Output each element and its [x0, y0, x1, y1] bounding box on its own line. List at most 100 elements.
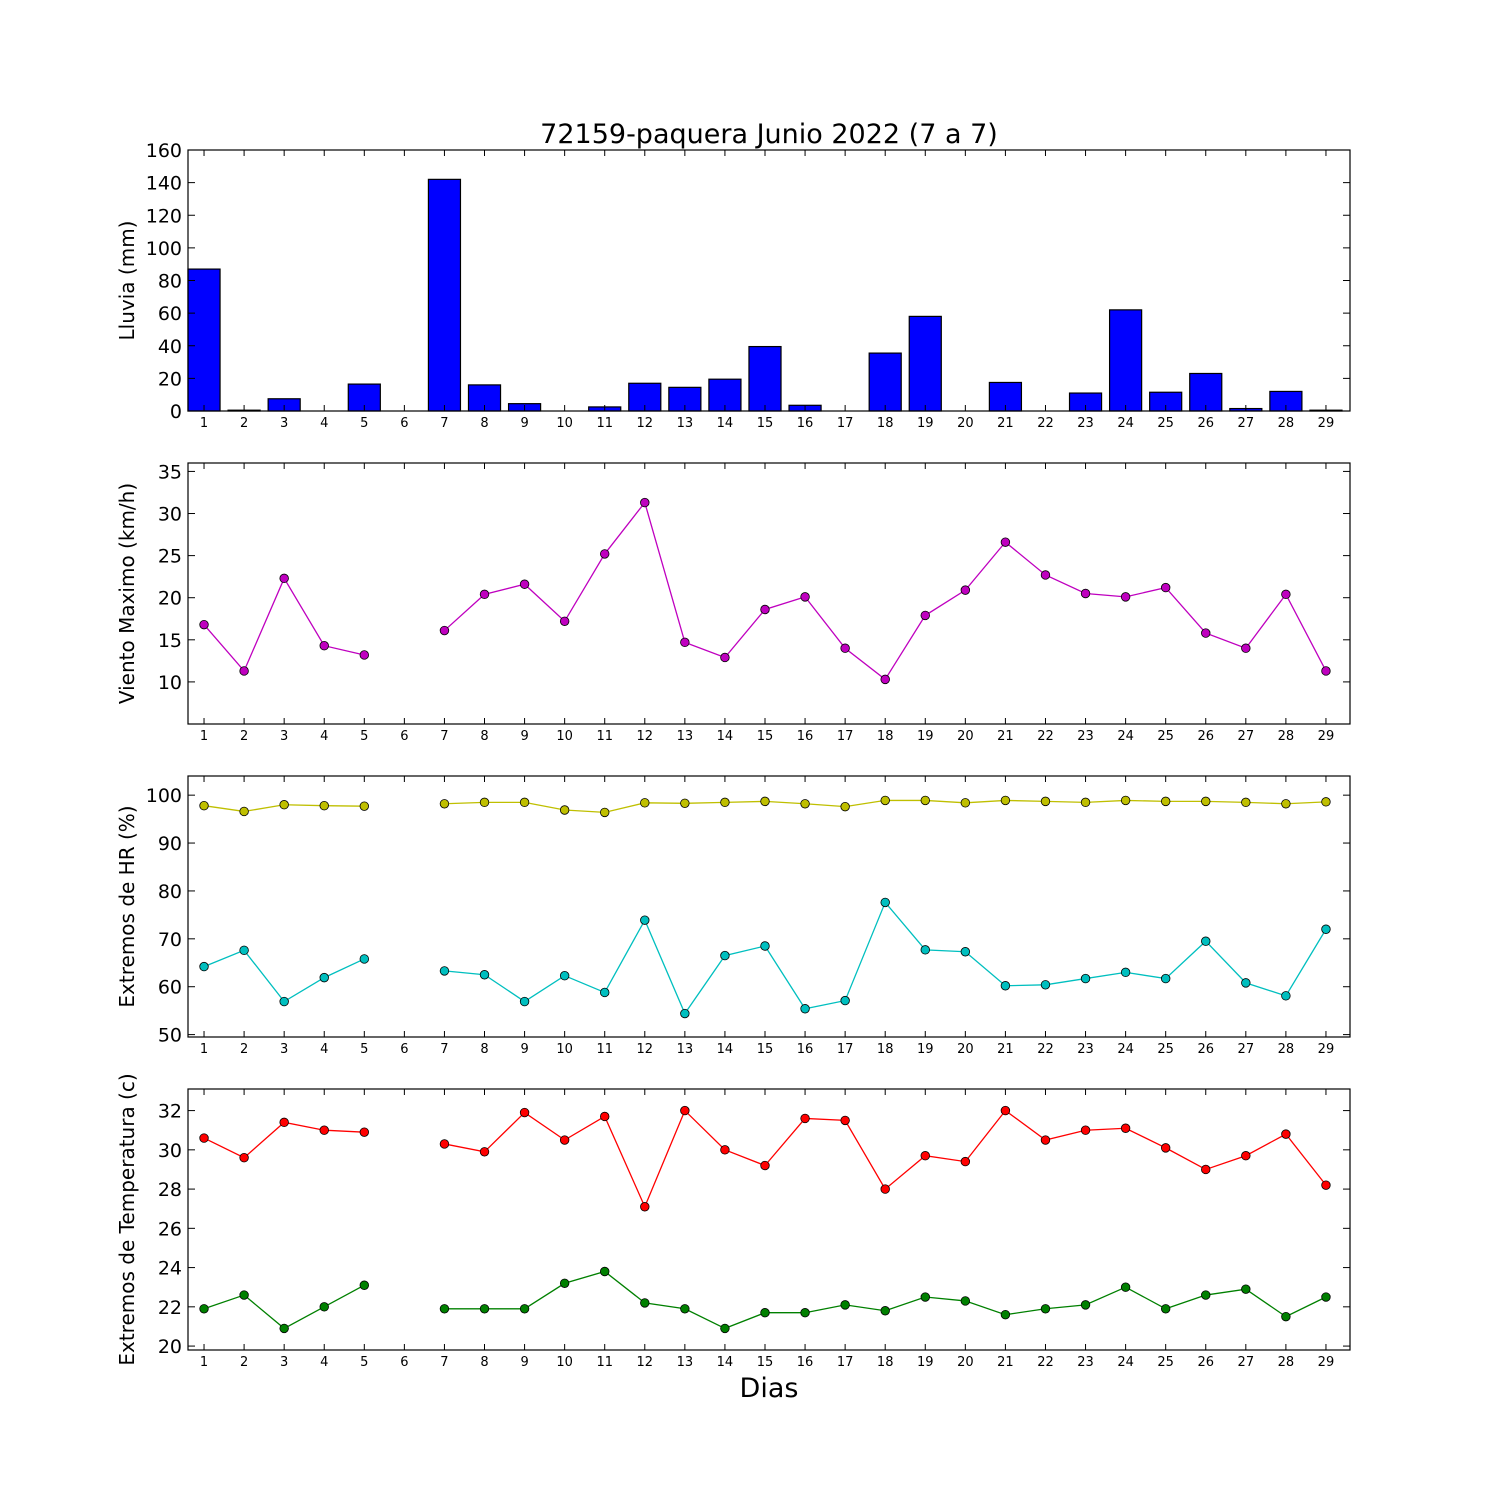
- data-point: [439, 799, 450, 809]
- data-point: [1241, 978, 1251, 988]
- x-tick-label: 11: [596, 1355, 613, 1370]
- y-tick-label: 0: [170, 401, 182, 423]
- data-point: [319, 641, 329, 651]
- y-tick-label: 20: [158, 368, 182, 390]
- x-tick-label: 1: [200, 729, 208, 744]
- data-point: [1281, 799, 1291, 809]
- data-point: [720, 1145, 730, 1155]
- data-point: [1080, 1300, 1091, 1310]
- x-tick-label: 13: [677, 416, 694, 431]
- x-tick-label: 13: [677, 1355, 694, 1370]
- x-tick-label: 7: [440, 416, 448, 431]
- plot-area: [188, 463, 1350, 724]
- data-point: [1040, 1304, 1051, 1314]
- data-point: [840, 1115, 850, 1126]
- data-point: [840, 643, 850, 653]
- y-tick-label: 25: [158, 546, 182, 568]
- x-tick-label: 5: [360, 729, 368, 744]
- x-tick-label: 2: [240, 1042, 248, 1057]
- data-point: [559, 971, 570, 981]
- x-tick-label: 27: [1238, 1355, 1255, 1370]
- x-tick-label: 14: [717, 1042, 734, 1057]
- x-tick-label: 26: [1197, 1355, 1214, 1370]
- data-point: [1000, 537, 1011, 547]
- y-tick-label: 22: [158, 1297, 182, 1319]
- data-point: [800, 1004, 810, 1014]
- data-point: [559, 1278, 570, 1288]
- x-tick-label: 19: [917, 1355, 934, 1370]
- data-point: [279, 1323, 289, 1334]
- x-tick-label: 21: [997, 729, 1014, 744]
- y-tick-label: 35: [158, 461, 182, 483]
- data-point: [519, 1304, 530, 1314]
- y-tick-label: 20: [158, 588, 182, 610]
- data-point: [519, 996, 530, 1007]
- x-tick-label: 15: [757, 1355, 774, 1370]
- data-point: [640, 497, 650, 508]
- data-point: [319, 972, 329, 983]
- bar: [748, 345, 782, 412]
- x-tick-label: 7: [440, 1355, 448, 1370]
- data-point: [439, 1139, 450, 1149]
- data-point: [880, 1306, 890, 1316]
- data-point: [1321, 666, 1331, 676]
- data-point: [600, 807, 610, 818]
- data-point: [519, 1107, 530, 1118]
- y-axis-label: Viento Maximo (km/h): [115, 483, 139, 704]
- x-tick-label: 18: [877, 729, 894, 744]
- x-tick-label: 3: [280, 416, 288, 431]
- data-point: [319, 800, 329, 811]
- x-tick-label: 7: [440, 729, 448, 744]
- data-point: [199, 1133, 209, 1143]
- x-tick-label: 25: [1157, 1042, 1174, 1057]
- x-tick-label: 20: [957, 1042, 974, 1057]
- data-point: [319, 1302, 329, 1312]
- data-point: [279, 573, 289, 584]
- data-point: [279, 996, 289, 1007]
- data-point: [359, 1127, 370, 1137]
- data-point: [439, 966, 450, 976]
- x-axis-label: Dias: [740, 1373, 799, 1404]
- x-tick-label: 23: [1077, 416, 1094, 431]
- data-point: [1000, 1309, 1011, 1320]
- data-point: [239, 1152, 249, 1163]
- y-tick-label: 10: [158, 672, 182, 694]
- data-point: [279, 1117, 289, 1128]
- data-point: [1000, 795, 1011, 806]
- plot-area: [188, 776, 1350, 1037]
- y-tick-label: 20: [158, 1336, 182, 1358]
- data-point: [720, 1323, 730, 1334]
- data-point: [840, 1300, 850, 1310]
- data-point: [199, 1304, 209, 1314]
- data-point: [359, 650, 370, 660]
- bar: [187, 268, 221, 412]
- data-point: [720, 652, 730, 663]
- x-tick-label: 3: [280, 729, 288, 744]
- data-point: [920, 945, 930, 955]
- x-tick-label: 11: [596, 729, 613, 744]
- x-tick-label: 5: [360, 1042, 368, 1057]
- y-axis-label: Extremos de Temperatura (c): [115, 1073, 139, 1365]
- y-tick-label: 160: [146, 140, 182, 162]
- data-point: [1120, 1123, 1131, 1133]
- x-tick-label: 10: [556, 416, 573, 431]
- x-tick-label: 12: [637, 1355, 654, 1370]
- x-tick-label: 18: [877, 1042, 894, 1057]
- data-point: [239, 666, 249, 676]
- plot-frame: [187, 462, 1351, 725]
- x-tick-label: 14: [717, 729, 734, 744]
- data-point: [1281, 991, 1291, 1001]
- x-tick-label: 3: [280, 1355, 288, 1370]
- x-tick-label: 28: [1278, 416, 1295, 431]
- data-point: [1160, 582, 1171, 593]
- x-tick-label: 17: [837, 729, 854, 744]
- x-tick-label: 23: [1077, 1355, 1094, 1370]
- data-point: [1160, 1304, 1171, 1314]
- data-point: [439, 625, 450, 636]
- x-tick-label: 3: [280, 1042, 288, 1057]
- x-tick-label: 2: [240, 729, 248, 744]
- bar: [868, 352, 902, 412]
- x-tick-label: 21: [997, 1042, 1014, 1057]
- data-point: [680, 1304, 690, 1314]
